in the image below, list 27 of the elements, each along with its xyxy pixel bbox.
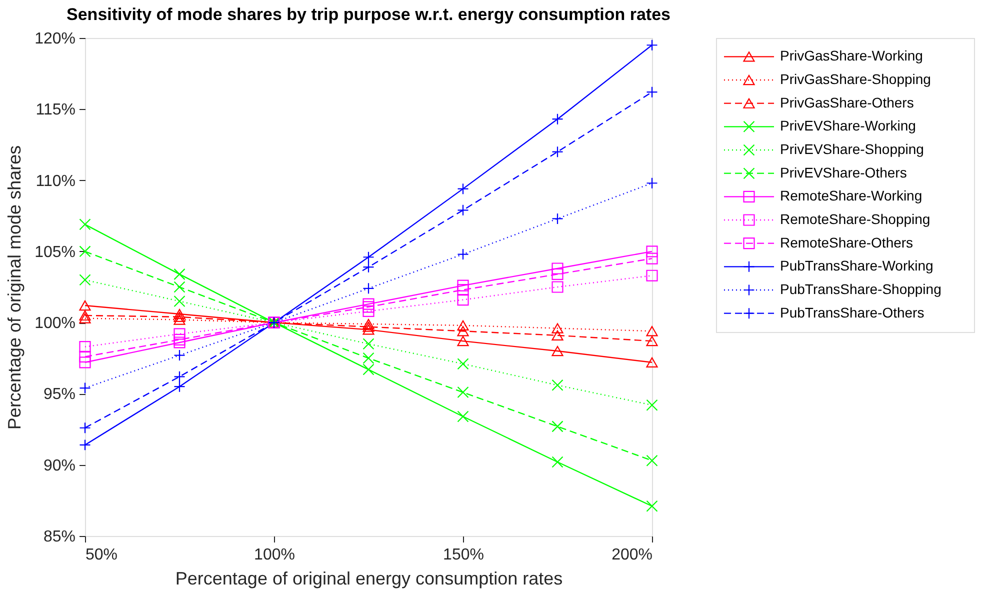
x-tick-label: 200%	[612, 546, 652, 564]
y-tick-label: 105%	[34, 244, 76, 261]
y-tick-label: 115%	[36, 102, 76, 119]
y-tick-label: 95%	[43, 386, 76, 404]
y-tick-label: 120%	[34, 30, 76, 48]
legend-label: RemoteShare-Working	[780, 188, 922, 204]
legend-label: RemoteShare-Shopping	[780, 211, 930, 227]
legend-label: PrivEVShare-Shopping	[780, 141, 924, 157]
legend-label: PrivGasShare-Working	[780, 48, 923, 64]
y-axis-title: Percentage of original mode shares	[4, 145, 25, 430]
legend-label: PrivEVShare-Working	[780, 118, 916, 134]
y-tick-label: 90%	[43, 457, 76, 474]
y-tick-label: 100%	[34, 315, 76, 332]
legend-label: PubTransShare-Others	[780, 304, 924, 320]
chart-title: Sensitivity of mode shares by trip purpose w.r.t. energy consumption rates	[66, 5, 670, 24]
x-tick-label: 50%	[86, 546, 118, 564]
legend-label: PrivGasShare-Shopping	[780, 71, 931, 87]
legend-label: PrivGasShare-Others	[780, 94, 914, 110]
y-tick-label: 85%	[43, 528, 76, 546]
x-tick-label: 100%	[254, 546, 295, 564]
legend-label: PubTransShare-Working	[780, 258, 934, 274]
x-tick-label: 150%	[443, 546, 484, 564]
legend-label: PrivEVShare-Others	[780, 164, 907, 180]
legend-label: PubTransShare-Shopping	[780, 281, 942, 297]
legend-label: RemoteShare-Others	[780, 234, 914, 250]
x-axis-title: Percentage of original energy consumption rates	[175, 568, 563, 588]
y-tick-label: 110%	[36, 172, 76, 190]
